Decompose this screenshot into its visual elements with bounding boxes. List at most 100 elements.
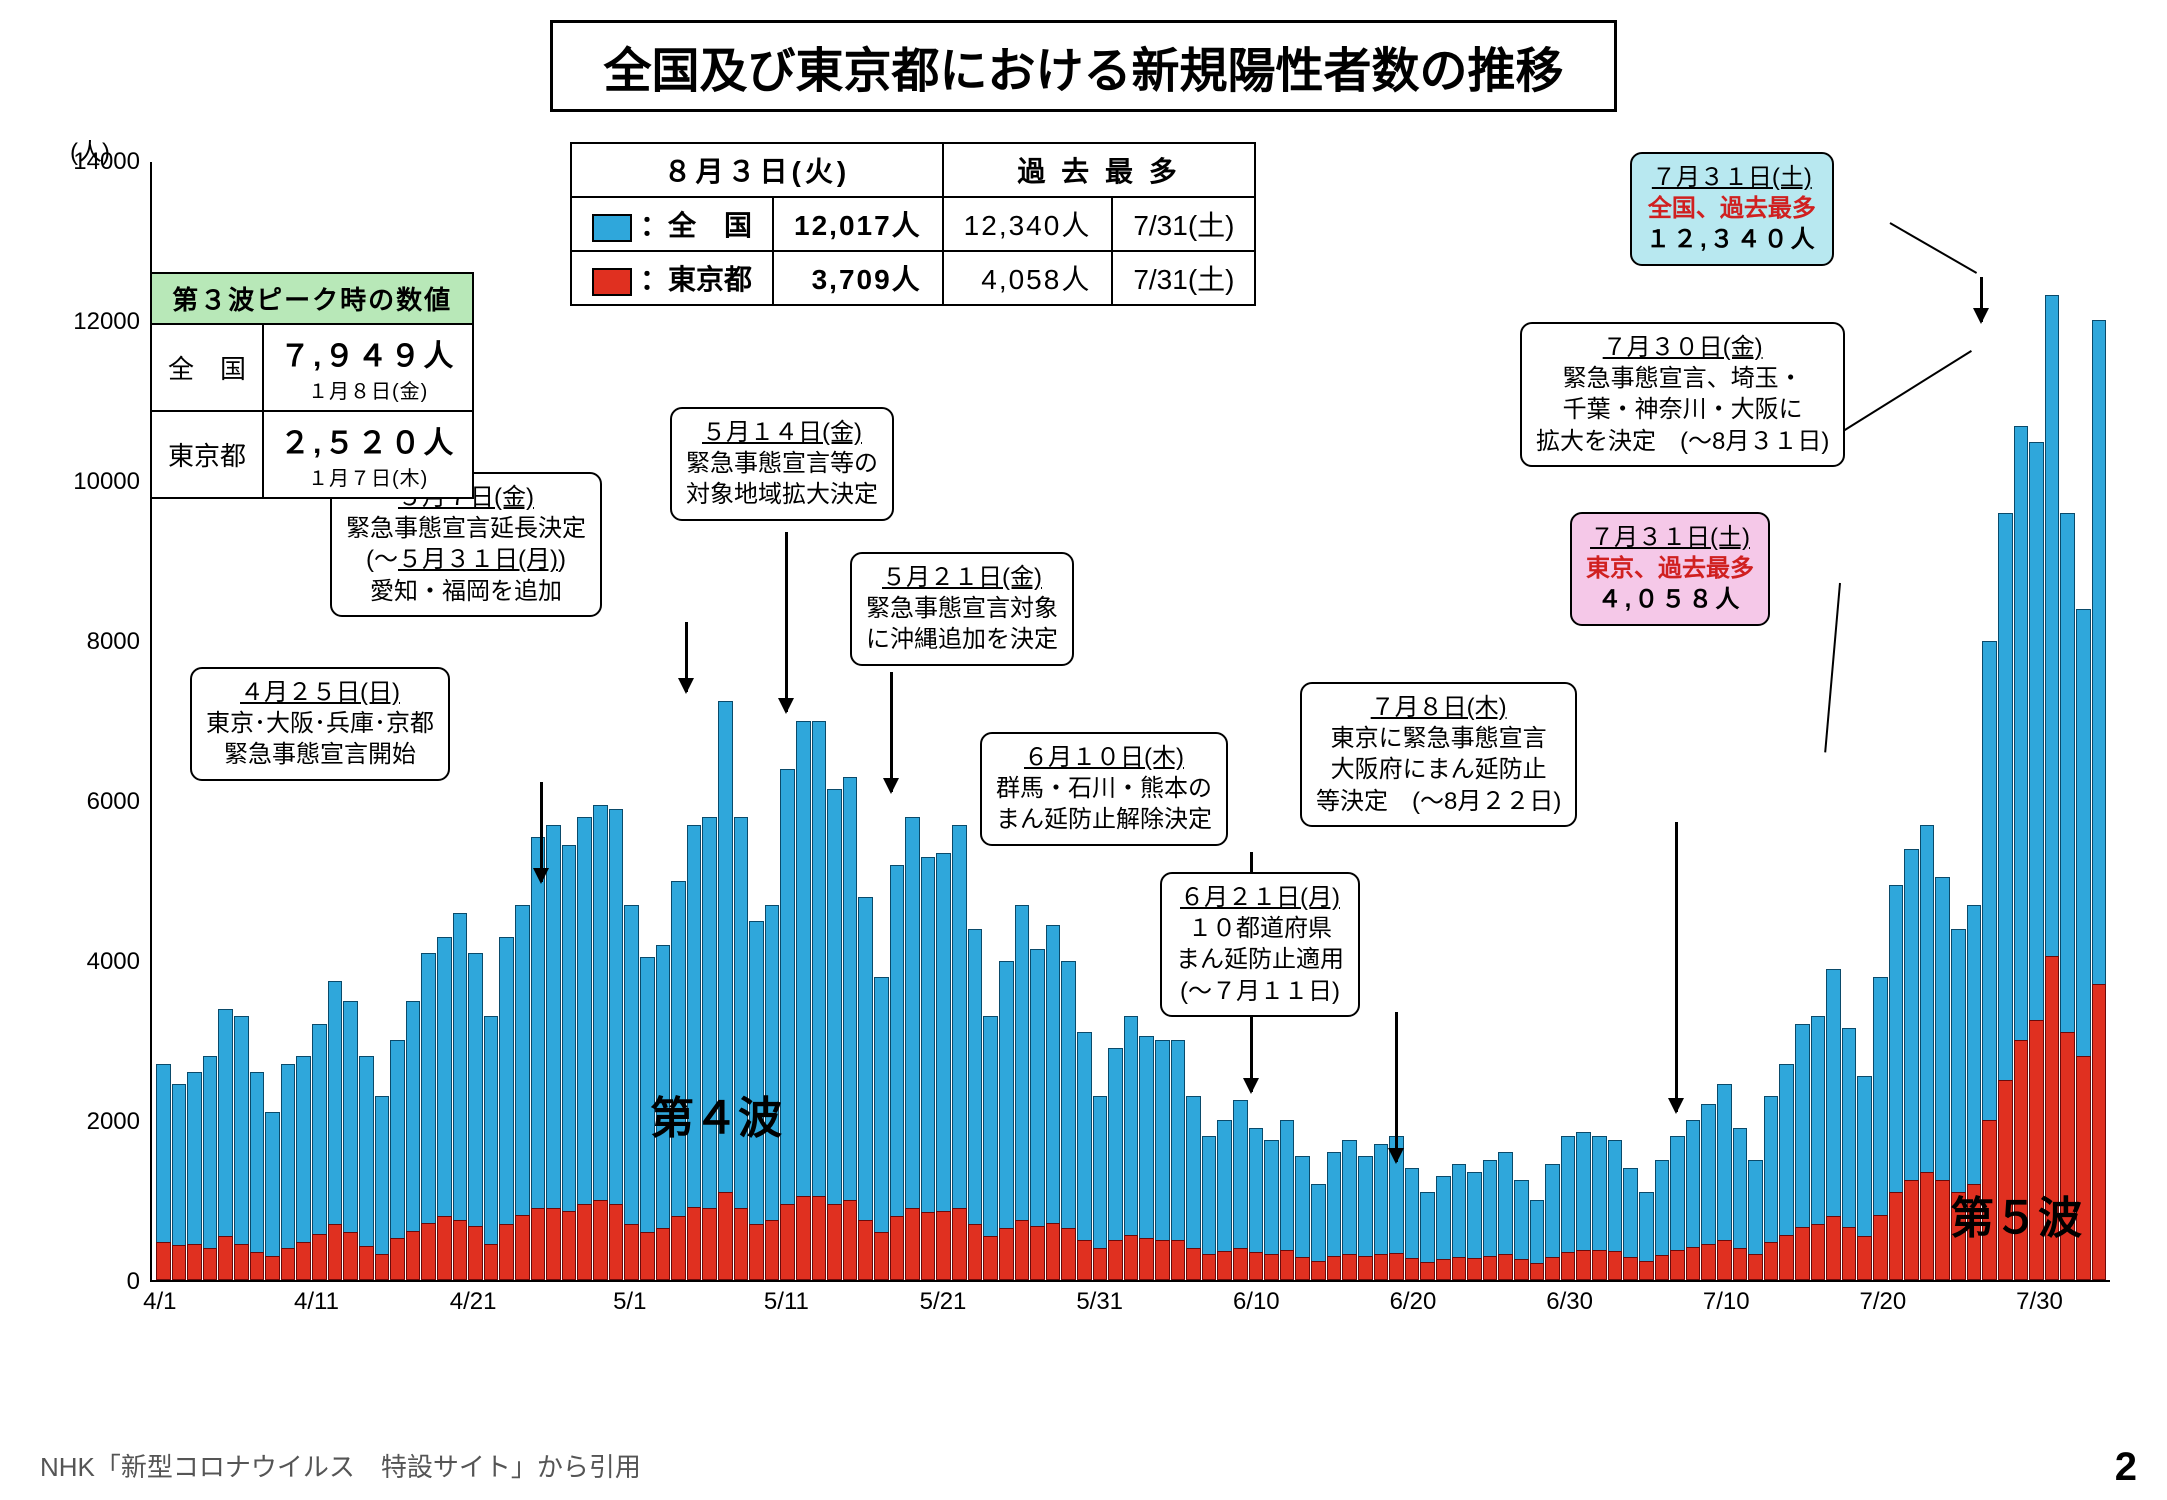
x-tick: 6/10 (1233, 1288, 1280, 1316)
national-bar (484, 1016, 499, 1280)
page-number: 2 (2115, 1445, 2137, 1490)
callout-tokyo-peak: ７月３１日(土)東京、過去最多４,０５８人 (1570, 512, 1770, 626)
callout-jul30: ７月３０日(金)緊急事態宣言、埼玉・千葉・神奈川・大阪に拡大を決定 (～8月３１… (1520, 322, 1845, 467)
tokyo-bar (905, 1208, 920, 1280)
bar-group (1998, 162, 2013, 1280)
tokyo-bar (2076, 1056, 2091, 1280)
tokyo-bar (156, 1242, 171, 1280)
wave3-tokyo-value: ２,５２０人 (280, 427, 456, 460)
x-tick: 4/1 (143, 1288, 176, 1316)
tokyo-bar (1295, 1257, 1310, 1280)
tokyo-bar (172, 1245, 187, 1280)
national-bar (265, 1112, 280, 1280)
x-tick: 5/21 (920, 1288, 967, 1316)
wave3-national-label: 全 国 (151, 324, 263, 411)
bar-group (952, 162, 967, 1280)
national-bar (250, 1072, 265, 1280)
tokyo-bar (1935, 1180, 1950, 1280)
legend-table: ８月３日(火) 過 去 最 多 ：全 国 12,017人 12,340人 7/3… (570, 142, 1256, 306)
bar-group (2060, 162, 2075, 1280)
tokyo-bar (749, 1224, 764, 1280)
tokyo-bar (1171, 1240, 1186, 1280)
x-tick: 7/20 (1860, 1288, 1907, 1316)
x-tick: 4/11 (294, 1288, 339, 1316)
tokyo-bar (1311, 1261, 1326, 1280)
tokyo-bar (328, 1224, 343, 1280)
bar-group (577, 162, 592, 1280)
tokyo-bar (1061, 1228, 1076, 1280)
y-tick: 0 (50, 1268, 140, 1296)
tokyo-bar (1264, 1254, 1279, 1280)
tokyo-bar (796, 1196, 811, 1280)
bar-group (1233, 162, 1248, 1280)
wave5-label: 第５波 (1950, 1182, 2082, 1246)
tokyo-bar (656, 1228, 671, 1280)
national-bar (375, 1096, 390, 1280)
chart-area: (人) 第３波ピーク時の数値 全 国 ７,９４９人１月８日(金) 東京都 ２,５… (50, 132, 2130, 1382)
tokyo-bar (718, 1192, 733, 1280)
wave3-tokyo-date: １月７日(木) (280, 462, 456, 491)
wave3-national-date: １月８日(金) (280, 375, 456, 404)
tokyo-bar (546, 1208, 561, 1280)
tokyo-bar (936, 1211, 951, 1280)
tokyo-bar (1904, 1180, 1919, 1280)
tokyo-bar (1077, 1240, 1092, 1280)
bar-group (1171, 162, 1186, 1280)
bar-group (2029, 162, 2044, 1280)
x-tick: 7/30 (2016, 1288, 2063, 1316)
bar-group (2045, 162, 2060, 1280)
tokyo-bar (359, 1246, 374, 1280)
wave3-peak-table: 第３波ピーク時の数値 全 国 ７,９４９人１月８日(金) 東京都 ２,５２０人１… (150, 272, 474, 499)
arrow-icon (1395, 1012, 1398, 1162)
tokyo-bar (1280, 1250, 1295, 1280)
bar-group (812, 162, 827, 1280)
bar-group (921, 162, 936, 1280)
bar-group (1186, 162, 1201, 1280)
tokyo-bar (843, 1200, 858, 1280)
tokyo-bar (1186, 1248, 1201, 1280)
bar-group (1935, 162, 1950, 1280)
bar-group (624, 162, 639, 1280)
bar-group (1077, 162, 1092, 1280)
legend-tokyo-max: 4,058人 (943, 251, 1113, 305)
tokyo-bar (406, 1231, 421, 1281)
y-tick: 6000 (50, 788, 140, 816)
tokyo-bar (1889, 1192, 1904, 1280)
tokyo-bar (765, 1220, 780, 1280)
tokyo-bar (1202, 1254, 1217, 1280)
bar-group (546, 162, 561, 1280)
tokyo-bar (968, 1224, 983, 1280)
tokyo-bar (437, 1216, 452, 1280)
tokyo-bar (1576, 1250, 1591, 1280)
legend-date-header: ８月３日(火) (571, 143, 943, 197)
bar-group (905, 162, 920, 1280)
bar-group (1015, 162, 1030, 1280)
tokyo-bar (702, 1208, 717, 1280)
bar-group (796, 162, 811, 1280)
bar-group (1249, 162, 1264, 1280)
tokyo-bar (780, 1204, 795, 1280)
bar-group (1920, 162, 1935, 1280)
arrow-icon (785, 532, 788, 712)
tokyo-bar (1155, 1240, 1170, 1280)
tokyo-bar (812, 1196, 827, 1280)
bar-group (1093, 162, 1108, 1280)
legend-national-label: ：全 国 (640, 210, 752, 241)
tokyo-bar (1733, 1248, 1748, 1280)
tokyo-bar (468, 1226, 483, 1280)
y-tick: 2000 (50, 1108, 140, 1136)
arrow-icon (685, 622, 688, 692)
tokyo-bar (1015, 1220, 1030, 1280)
bar-group (1061, 162, 1076, 1280)
bar-group (609, 162, 624, 1280)
callout-national-peak: ７月３１日(土)全国、過去最多１２,３４０人 (1630, 152, 1834, 266)
national-swatch (592, 214, 632, 242)
tokyo-bar (858, 1220, 873, 1280)
tokyo-bar (1046, 1223, 1061, 1280)
tokyo-bar (1249, 1252, 1264, 1280)
bar-group (968, 162, 983, 1280)
bar-group (999, 162, 1014, 1280)
legend-tokyo-value: 3,709人 (773, 251, 943, 305)
bar-group (936, 162, 951, 1280)
tokyo-bar (609, 1204, 624, 1280)
